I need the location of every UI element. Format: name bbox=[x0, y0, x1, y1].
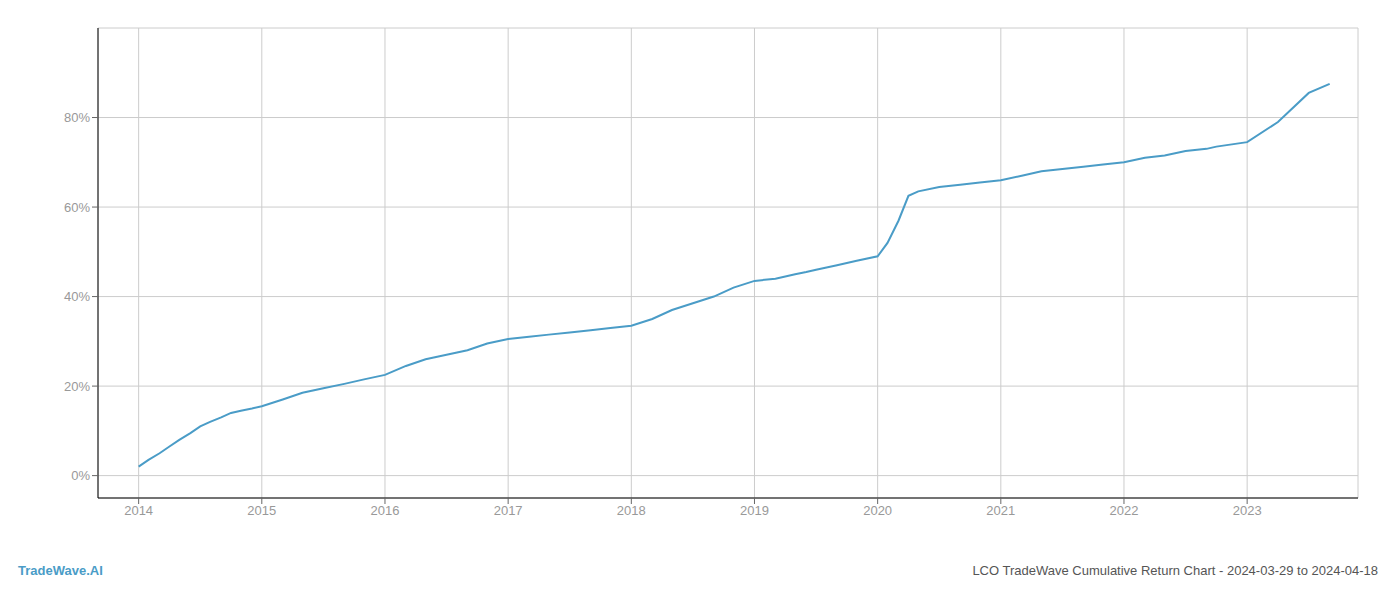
html-text:TradeWave.AI: TradeWave.AI bbox=[18, 563, 103, 578]
svg-text:2018: 2018 bbox=[617, 503, 646, 518]
svg-text:80%: 80% bbox=[64, 110, 90, 125]
svg-text:0%: 0% bbox=[71, 468, 90, 483]
svg-text:2020: 2020 bbox=[863, 503, 892, 518]
svg-text:2015: 2015 bbox=[247, 503, 276, 518]
svg-text:2017: 2017 bbox=[494, 503, 523, 518]
html-text:LCO TradeWave Cumulative Retur: LCO TradeWave Cumulative Return Chart - … bbox=[972, 563, 1378, 578]
svg-text:2022: 2022 bbox=[1110, 503, 1139, 518]
svg-text:2014: 2014 bbox=[124, 503, 153, 518]
svg-text:60%: 60% bbox=[64, 200, 90, 215]
svg-text:20%: 20% bbox=[64, 379, 90, 394]
svg-text:2019: 2019 bbox=[740, 503, 769, 518]
svg-text:2023: 2023 bbox=[1233, 503, 1262, 518]
svg-text:2016: 2016 bbox=[371, 503, 400, 518]
svg-text:40%: 40% bbox=[64, 289, 90, 304]
svg-text:2021: 2021 bbox=[986, 503, 1015, 518]
